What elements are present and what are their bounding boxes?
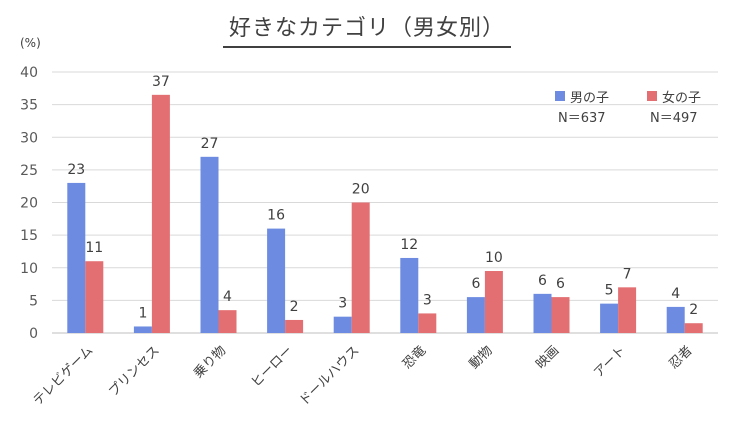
bar [200,156,219,333]
data-label: 27 [201,136,219,152]
legend-n-girls: N＝497 [650,110,698,126]
x-tick-label: 忍者 [667,343,696,372]
y-tick-label: 30 [20,130,38,146]
data-label: 6 [538,273,547,289]
data-label: 12 [400,237,418,253]
data-label: 37 [152,74,170,90]
x-tick-label: 動物 [467,343,496,372]
bar [133,326,152,333]
bar [666,306,685,333]
legend-item-girls: 女の子 [647,87,734,106]
legend-swatch-boys [555,91,565,101]
chart-title: 好きなカテゴリ（男女別） [222,14,511,48]
bar [533,293,552,333]
data-label: 23 [67,162,85,178]
legend: 男の子 女の子 N＝637 N＝497 [555,86,734,126]
data-label: 4 [223,289,232,305]
x-tick-label: テレビゲーム [31,343,96,408]
x-tick-label: アート [591,343,629,381]
bar [551,297,570,333]
x-tick-label: 恐竜 [400,343,429,372]
x-tick-label: ドールハウス [297,343,363,409]
legend-n-boys: N＝637 [558,110,606,126]
bar [85,261,104,333]
bar [484,271,503,333]
data-label: 7 [623,266,632,282]
data-label: 11 [85,240,103,256]
bar [151,94,170,334]
legend-item-boys: 男の子 [555,87,647,106]
bar [67,182,86,333]
bar [400,257,419,333]
data-label: 1 [138,305,147,321]
bar [418,313,437,333]
data-label: 2 [689,302,698,318]
bar [333,316,352,333]
bar [466,297,485,333]
y-tick-label: 20 [20,196,38,212]
data-label: 16 [267,208,285,224]
bar [351,202,370,333]
data-label: 10 [485,250,503,266]
y-tick-label: 25 [20,163,38,179]
chart-title-wrap: 好きなカテゴリ（男女別） [0,14,734,48]
legend-label-girls: 女の子 [662,90,702,106]
data-label: 6 [471,276,480,292]
y-axis-unit: (%) [20,36,41,50]
bar [600,303,619,333]
bar [218,310,237,333]
y-tick-label: 40 [20,65,38,81]
y-tick-label: 0 [29,326,38,342]
data-label: 5 [605,283,614,299]
data-label: 6 [556,276,565,292]
bar [267,228,286,333]
legend-swatch-girls [647,91,657,101]
y-tick-label: 10 [20,261,38,277]
data-label: 3 [423,292,432,308]
x-tick-label: ヒーロー [249,343,296,390]
data-label: 4 [671,286,680,302]
y-tick-label: 15 [20,228,38,244]
x-tick-label: プリンセス [106,343,163,400]
x-tick-label: 映画 [533,343,562,372]
legend-label-boys: 男の子 [570,90,610,106]
bar [684,323,703,333]
bar [285,319,304,333]
data-label: 3 [338,296,347,312]
data-label: 20 [352,182,370,198]
x-tick-label: 乗り物 [191,343,229,381]
y-tick-label: 5 [29,293,38,309]
bar [618,287,637,333]
data-label: 2 [290,299,299,315]
y-tick-label: 35 [20,98,38,114]
